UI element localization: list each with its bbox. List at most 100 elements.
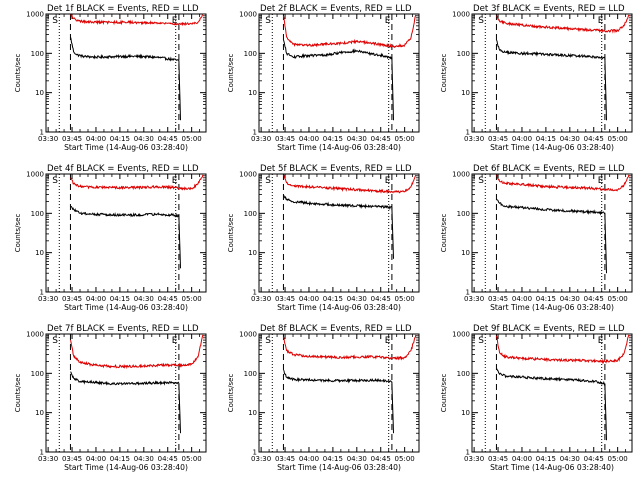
- detector-panel: Det 4f BLACK = Events, RED = LLD 1 10 100 10…: [14, 164, 207, 312]
- x-tick-label: 03:45: [275, 135, 295, 143]
- x-tick-label: 04:30: [134, 135, 154, 143]
- y-axis-label: Counts/sec: [227, 54, 235, 93]
- x-tick-label: 04:30: [560, 455, 580, 463]
- start-marker-label: S: [478, 176, 484, 186]
- x-tick-label: 05:00: [395, 295, 415, 303]
- end-marker-label: E: [172, 336, 178, 346]
- y-tick-label: 100: [457, 210, 470, 218]
- y-axis-label: Counts/sec: [440, 54, 448, 93]
- x-axis-label: Start Time (14-Aug-06 03:28:40): [277, 463, 401, 472]
- end-marker-label: E: [385, 336, 391, 346]
- x-tick-label: 04:00: [512, 455, 532, 463]
- lld-series-line: [283, 14, 417, 49]
- end-marker-label: E: [598, 336, 604, 346]
- panel-title: Det 7f BLACK = Events, RED = LLD: [47, 324, 199, 334]
- y-tick-label: 100: [31, 50, 44, 58]
- y-tick-label: 100: [457, 50, 470, 58]
- detector-panel: Det 2f BLACK = Events, RED = LLD 1 10 100 10…: [227, 4, 420, 152]
- x-tick-label: 04:15: [323, 455, 343, 463]
- x-axis-label: Start Time (14-Aug-06 03:28:40): [64, 143, 188, 152]
- x-tick-label: 03:30: [251, 455, 271, 463]
- x-tick-label: 03:30: [251, 295, 271, 303]
- plot-frame: [258, 333, 420, 453]
- y-axis-label: Counts/sec: [440, 374, 448, 413]
- start-marker-label: S: [265, 336, 271, 346]
- y-tick-label: 1: [253, 129, 257, 137]
- y-tick-label: 1: [253, 449, 257, 457]
- y-tick-label: 100: [31, 370, 44, 378]
- y-tick-label: 1000: [26, 331, 44, 339]
- y-tick-label: 10: [35, 249, 44, 257]
- x-tick-label: 04:45: [158, 135, 178, 143]
- end-marker-label: E: [385, 176, 391, 186]
- x-tick-label: 03:30: [464, 135, 484, 143]
- end-marker-label: E: [172, 176, 178, 186]
- panel-title: Det 9f BLACK = Events, RED = LLD: [473, 324, 625, 334]
- x-tick-label: 04:45: [371, 295, 391, 303]
- x-tick-label: 05:00: [608, 455, 628, 463]
- lld-series-line: [70, 334, 204, 370]
- x-tick-label: 03:45: [488, 295, 508, 303]
- panel-title: Det 3f BLACK = Events, RED = LLD: [473, 4, 625, 14]
- y-tick-label: 10: [461, 409, 470, 417]
- x-axis-label: Start Time (14-Aug-06 03:28:40): [64, 303, 188, 312]
- x-tick-label: 04:15: [110, 135, 130, 143]
- x-tick-label: 03:30: [464, 455, 484, 463]
- x-tick-label: 03:30: [464, 295, 484, 303]
- y-axis-label: Counts/sec: [440, 214, 448, 253]
- y-tick-label: 1: [253, 289, 257, 297]
- x-tick-label: 04:45: [371, 455, 391, 463]
- x-tick-label: 03:45: [488, 455, 508, 463]
- x-tick-label: 04:15: [536, 295, 556, 303]
- x-axis-label: Start Time (14-Aug-06 03:28:40): [64, 463, 188, 472]
- x-tick-label: 04:45: [158, 295, 178, 303]
- y-tick-label: 100: [244, 210, 257, 218]
- x-tick-label: 04:15: [110, 295, 130, 303]
- x-tick-label: 03:45: [62, 455, 82, 463]
- detector-panel: Det 3f BLACK = Events, RED = LLD 1 10 100 10…: [440, 4, 633, 152]
- x-tick-label: 04:00: [299, 455, 319, 463]
- y-tick-label: 1000: [452, 171, 470, 179]
- events-series-line: [283, 39, 394, 121]
- x-tick-label: 03:45: [62, 295, 82, 303]
- y-tick-label: 1000: [239, 331, 257, 339]
- detector-panel: Det 9f BLACK = Events, RED = LLD 1 10 100 10…: [440, 324, 633, 472]
- panel-title: Det 4f BLACK = Events, RED = LLD: [47, 164, 199, 174]
- events-series-line: [70, 371, 181, 434]
- start-marker-label: S: [52, 176, 58, 186]
- x-tick-label: 04:30: [347, 135, 367, 143]
- lld-series-line: [283, 174, 417, 195]
- x-axis-label: Start Time (14-Aug-06 03:28:40): [490, 143, 614, 152]
- x-tick-label: 04:00: [86, 455, 106, 463]
- x-tick-label: 05:00: [182, 135, 202, 143]
- x-tick-label: 03:45: [488, 135, 508, 143]
- y-tick-label: 100: [244, 370, 257, 378]
- detector-panel: Det 1f BLACK = Events, RED = LLD 1 10 100 10…: [14, 4, 207, 152]
- y-tick-label: 1: [466, 449, 470, 457]
- y-tick-label: 100: [457, 370, 470, 378]
- x-tick-label: 04:00: [86, 295, 106, 303]
- y-tick-label: 1: [466, 289, 470, 297]
- x-tick-label: 04:00: [299, 135, 319, 143]
- x-tick-label: 04:30: [347, 455, 367, 463]
- y-tick-label: 10: [248, 249, 257, 257]
- x-tick-label: 05:00: [608, 295, 628, 303]
- y-tick-label: 1: [40, 289, 44, 297]
- events-series-line: [283, 195, 394, 259]
- x-tick-label: 03:30: [38, 135, 58, 143]
- start-marker-label: S: [265, 16, 271, 26]
- x-tick-label: 03:45: [62, 135, 82, 143]
- lld-series-line: [496, 334, 630, 365]
- x-tick-label: 04:45: [584, 295, 604, 303]
- x-axis-label: Start Time (14-Aug-06 03:28:40): [277, 143, 401, 152]
- y-tick-label: 1000: [26, 11, 44, 19]
- x-tick-label: 04:30: [347, 295, 367, 303]
- end-marker-label: E: [598, 16, 604, 26]
- y-tick-label: 100: [31, 210, 44, 218]
- y-tick-label: 1000: [452, 11, 470, 19]
- y-tick-label: 1: [40, 129, 44, 137]
- panel-title: Det 5f BLACK = Events, RED = LLD: [260, 164, 412, 174]
- y-axis-label: Counts/sec: [14, 54, 22, 93]
